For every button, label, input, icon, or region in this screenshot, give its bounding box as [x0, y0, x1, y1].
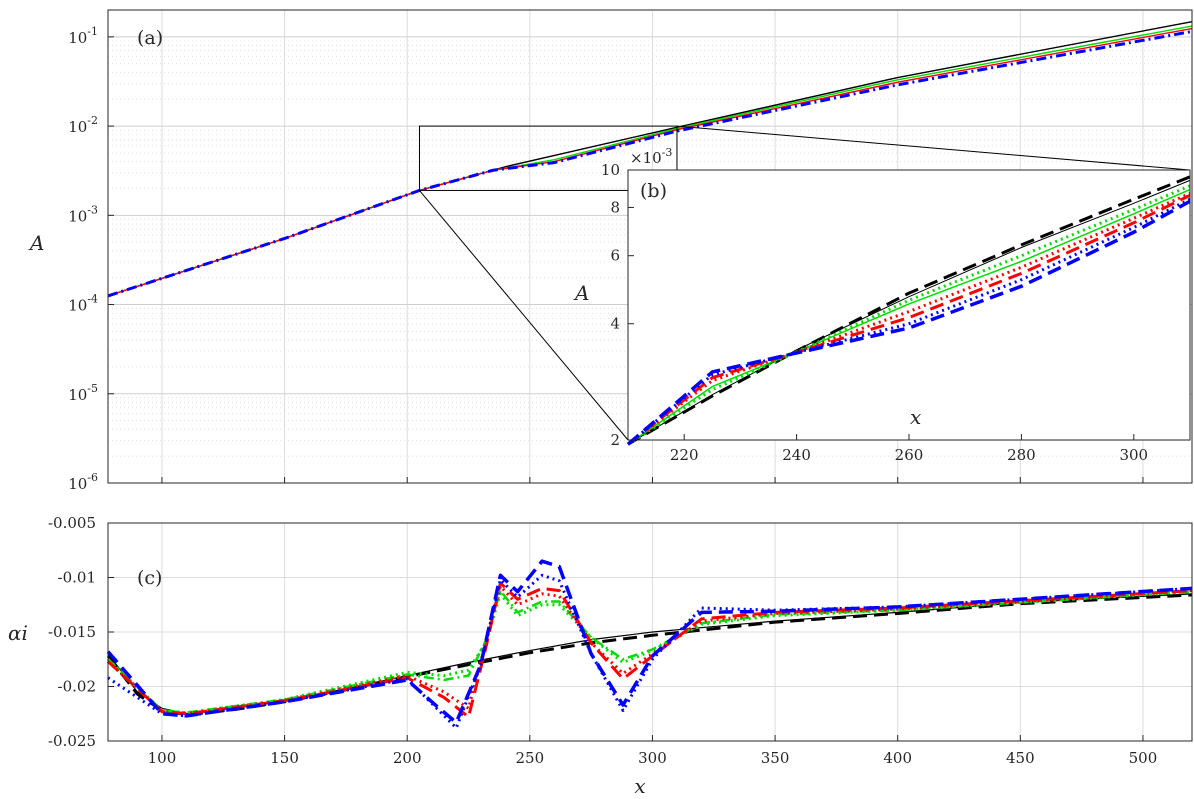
- panel-b-scale-label: ×10-3: [630, 146, 672, 167]
- panel-b-ytick-label: 6: [610, 247, 620, 265]
- zoom-connector: [419, 190, 629, 441]
- panel-c-ytick-label: -0.02: [58, 678, 96, 696]
- ytick-exp: -4: [87, 293, 98, 306]
- panel-c-xtick-label: 500: [1129, 749, 1158, 767]
- panel-c-series-line: [106, 581, 1193, 719]
- panel-b-xtick-label: 240: [782, 446, 811, 464]
- panel-a-frame: [107, 9, 1193, 484]
- panel-b-series-line: [627, 184, 1191, 446]
- panel-a-ytick-label: 10-6: [68, 471, 98, 493]
- panel-b-series-line: [627, 175, 1191, 446]
- panel-a-ytick-label: 10-3: [68, 203, 98, 225]
- panel-c-ytick-label: -0.005: [48, 514, 96, 532]
- panel-b-ticks: 220 240 260 280 300 2 4 6 8 10: [601, 161, 1148, 464]
- panel-b-series-line: [627, 179, 1191, 445]
- panel-c: 100 150 200 250 300 350 400 450 500 -0.025 -0.02 -0…: [8, 514, 1193, 798]
- panel-c-ytick-label: -0.025: [48, 732, 96, 750]
- panel-b-series: [626, 175, 1191, 446]
- panel-c-ytick-label: -0.015: [48, 623, 96, 641]
- panel-a-ytick-label: 10-5: [68, 382, 98, 404]
- zoom-connector: [676, 125, 1191, 171]
- zoom-box: [418, 125, 678, 191]
- panel-b-scale-exp: -3: [662, 146, 673, 159]
- panel-b-ytick-label: 8: [610, 198, 620, 216]
- panel-c-xtick-label: 350: [761, 749, 790, 767]
- panel-c-xtick-label: 200: [393, 749, 422, 767]
- ytick-exp: -2: [87, 114, 98, 127]
- panel-a-ytick-label: 10-4: [68, 293, 98, 315]
- panel-c-series-line: [106, 559, 1193, 725]
- panel-b-xtick-label: 220: [670, 446, 699, 464]
- panel-a-ytick-label: 10-2: [68, 114, 98, 136]
- panel-a-ylabel: A: [28, 231, 44, 255]
- panel-c-ytick-label: -0.01: [58, 569, 96, 587]
- ytick-exp: -1: [87, 25, 98, 38]
- panel-b-series-line: [626, 199, 1191, 446]
- zoom-annotation: [418, 125, 1191, 441]
- panel-b-ylabel: A: [573, 281, 589, 305]
- ytick-base: 10: [68, 29, 87, 47]
- ytick-exp: -3: [87, 203, 98, 216]
- panel-b-inset: 220 240 260 280 300 2 4 6 8 10 A x (b) ×10-3: [573, 146, 1191, 464]
- panel-b-area: [628, 170, 1190, 440]
- panel-c-xtick-label: 250: [516, 749, 545, 767]
- panel-b-label: (b): [640, 180, 667, 202]
- panel-a-ytick-label: 10-1: [68, 25, 98, 47]
- panel-c-xlabel: x: [634, 774, 645, 798]
- panel-c-label: (c): [137, 567, 162, 589]
- ytick-base: 10: [68, 475, 87, 493]
- panel-c-ylabel: αi: [8, 621, 28, 645]
- panel-c-xtick-label: 100: [148, 749, 177, 767]
- ytick-exp: -5: [87, 382, 98, 395]
- ytick-base: 10: [68, 207, 87, 225]
- panel-b-xlabel: x: [910, 405, 921, 429]
- panel-b-ytick-label: 10: [601, 161, 620, 179]
- panel-b-ytick-label: 2: [610, 431, 620, 449]
- panel-c-xtick-label: 450: [1006, 749, 1035, 767]
- panel-b-series-line: [627, 188, 1191, 445]
- panel-c-series-line: [107, 589, 1193, 714]
- panel-b-series-line: [627, 193, 1191, 446]
- ytick-exp: -6: [87, 471, 98, 484]
- panel-b-xtick-label: 280: [1007, 446, 1036, 464]
- panel-b-series-line: [627, 197, 1191, 446]
- ytick-base: 10: [68, 386, 87, 404]
- panel-c-ticks: 100 150 200 250 300 350 400 450 500 -0.025 -0.02 -0…: [48, 514, 1157, 767]
- panel-b-xtick-label: 300: [1119, 446, 1148, 464]
- panel-b-scale-base: ×10: [630, 149, 662, 167]
- ytick-base: 10: [68, 297, 87, 315]
- ytick-base: 10: [68, 118, 87, 136]
- panel-c-series: [106, 559, 1193, 730]
- panel-c-xtick-label: 150: [270, 749, 299, 767]
- panel-b-ytick-label: 4: [610, 315, 620, 333]
- panel-a-series: [107, 20, 1193, 298]
- panel-a-series-line: [107, 29, 1193, 298]
- panel-c-xtick-label: 300: [638, 749, 667, 767]
- panel-a-label: (a): [137, 27, 163, 49]
- panel-a-y-ticks: 10-610-510-410-310-210-1: [68, 25, 114, 493]
- panel-c-xtick-label: 400: [883, 749, 912, 767]
- panel-b-xtick-label: 260: [895, 446, 924, 464]
